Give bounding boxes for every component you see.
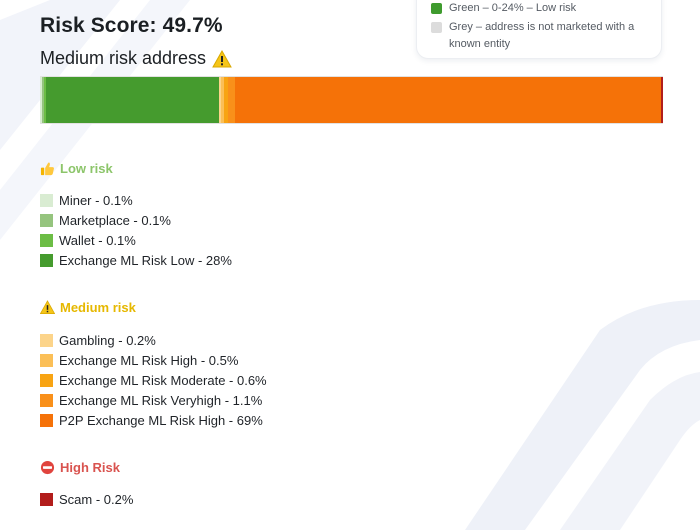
warning-icon — [40, 299, 55, 314]
item-label: Miner - 0.1% — [59, 192, 133, 208]
color-swatch — [40, 373, 53, 387]
item-label: Scam - 0.2% — [59, 491, 134, 507]
color-swatch — [40, 193, 53, 207]
low-risk-heading: Low risk — [40, 159, 113, 177]
risk-level-label: Medium risk address — [40, 48, 207, 68]
legend-label: Green – 0-24% – Low risk — [449, 2, 577, 14]
color-swatch — [40, 393, 53, 407]
legend-item-grey: Grey – address is not marketed with a kn… — [431, 19, 651, 53]
color-swatch — [40, 413, 53, 427]
list-item-exchange-ml-low: Exchange ML Risk Low - 28% — [40, 252, 232, 268]
bar-segment-exchange-ml-risk-moderate — [224, 77, 228, 123]
list-item-exchange-ml-moderate: Exchange ML Risk Moderate - 0.6% — [40, 372, 267, 388]
risk-distribution-bar — [40, 76, 663, 124]
item-label: Exchange ML Risk Low - 28% — [59, 252, 232, 268]
item-label: P2P Exchange ML Risk High - 69% — [59, 412, 263, 428]
bar-segment-scam — [660, 77, 663, 123]
color-swatch — [40, 213, 53, 227]
medium-risk-heading: Medium risk — [40, 298, 136, 316]
list-item-exchange-ml-high: Exchange ML Risk High - 0.5% — [40, 352, 238, 368]
no-entry-icon — [40, 460, 55, 474]
bar-segment-p2p-exchange-ml-risk-high — [234, 77, 661, 123]
legend-card: Green – 0-24% – Low risk Grey – address … — [416, 0, 662, 59]
item-label: Exchange ML Risk Veryhigh - 1.1% — [59, 392, 263, 408]
list-item-wallet: Wallet - 0.1% — [40, 232, 136, 248]
legend-label: Grey – address is not marketed with a kn… — [449, 21, 635, 50]
color-swatch — [40, 233, 53, 247]
color-swatch — [40, 333, 53, 347]
medium-risk-section: Medium risk Gambling - 0.2% Exchange ML … — [40, 298, 267, 428]
color-swatch — [40, 492, 53, 506]
low-risk-section: Low risk Miner - 0.1% Marketplace - 0.1%… — [40, 159, 232, 268]
risk-level-subtitle: Medium risk address — [40, 48, 232, 69]
bar-segment-gambling — [218, 77, 221, 123]
section-title-label: High Risk — [60, 459, 120, 475]
legend-swatch — [431, 22, 442, 33]
bar-segment-exchange-ml-risk-low — [45, 77, 219, 123]
legend-item-green: Green – 0-24% – Low risk — [431, 0, 576, 17]
warning-icon — [212, 49, 232, 67]
legend-swatch — [431, 3, 442, 14]
section-title-label: Medium risk — [60, 299, 136, 315]
list-item-marketplace: Marketplace - 0.1% — [40, 212, 171, 228]
high-risk-section: High Risk Scam - 0.2% — [40, 458, 133, 507]
list-item-miner: Miner - 0.1% — [40, 192, 133, 208]
thumbs-up-icon — [40, 162, 54, 175]
list-item-gambling: Gambling - 0.2% — [40, 332, 156, 348]
item-label: Exchange ML Risk Moderate - 0.6% — [59, 372, 267, 388]
color-swatch — [40, 253, 53, 267]
bar-segment-exchange-ml-risk-veryhigh — [227, 77, 235, 123]
high-risk-heading: High Risk — [40, 458, 120, 476]
bar-segment-exchange-ml-risk-high — [220, 77, 224, 123]
risk-score-title: Risk Score: 49.7% — [40, 14, 223, 37]
color-swatch — [40, 353, 53, 367]
section-title-label: Low risk — [60, 160, 113, 176]
list-item-exchange-ml-veryhigh: Exchange ML Risk Veryhigh - 1.1% — [40, 392, 262, 408]
item-label: Marketplace - 0.1% — [59, 212, 171, 228]
item-label: Exchange ML Risk High - 0.5% — [59, 352, 239, 368]
item-label: Gambling - 0.2% — [59, 332, 156, 348]
list-item-scam: Scam - 0.2% — [40, 491, 133, 507]
list-item-p2p-exchange-ml-high: P2P Exchange ML Risk High - 69% — [40, 412, 263, 428]
item-label: Wallet - 0.1% — [59, 232, 136, 248]
